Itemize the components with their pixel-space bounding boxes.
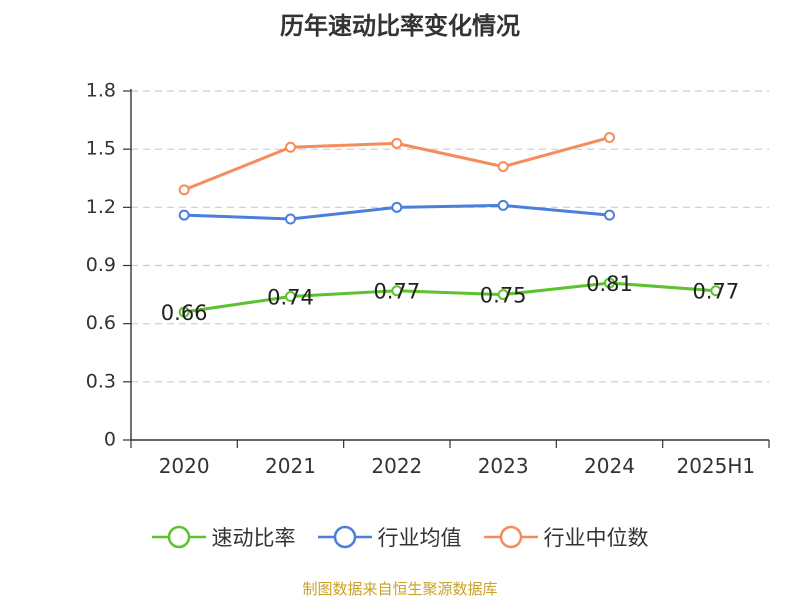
x-tick-label: 2020 (159, 454, 210, 478)
data-point (285, 141, 296, 153)
legend-item-quick-ratio[interactable]: 速动比率 (151, 522, 296, 552)
legend: 速动比率 行业均值 行业中位数 (0, 520, 800, 554)
data-point (178, 209, 190, 221)
legend-item-industry-mean[interactable]: 行业均值 (317, 522, 462, 552)
y-tick-label: 1.5 (86, 138, 116, 160)
data-point (604, 277, 615, 289)
data-label: 0.75 (480, 284, 527, 308)
legend-circle (499, 525, 522, 549)
y-tick-label: 1.2 (86, 196, 116, 218)
legend-label: 行业均值 (377, 526, 462, 550)
data-label: 0.77 (692, 280, 739, 304)
source-note: 制图数据来自恒生聚源数据库 (302, 580, 498, 598)
legend-label: 速动比率 (211, 526, 296, 550)
x-tick-label: 2021 (265, 454, 316, 478)
legend-label: 行业中位数 (543, 526, 649, 550)
data-label: 0.77 (373, 280, 420, 304)
data-point (391, 137, 403, 149)
data-label: 0.81 (586, 272, 633, 296)
data-point (391, 201, 403, 213)
y-tick-label: 0.3 (86, 370, 116, 392)
y-tick-label: 0.9 (86, 254, 116, 276)
data-point (285, 213, 296, 225)
legend-line-marker-icon (317, 525, 372, 549)
x-tick-label: 2023 (478, 454, 529, 478)
legend-line-marker-icon (151, 525, 206, 549)
data-point (497, 289, 509, 301)
legend-line-marker-icon (483, 525, 538, 549)
x-tick-label: 2025H1 (676, 454, 755, 478)
series-line (183, 281, 716, 314)
data-point (391, 285, 403, 297)
legend-circle (167, 525, 190, 549)
legend-item-industry-median[interactable]: 行业中位数 (483, 522, 649, 552)
data-point (285, 291, 296, 303)
data-point (604, 209, 615, 221)
x-tick-label: 2024 (584, 454, 635, 478)
data-point (178, 184, 190, 196)
y-tick-label: 0 (104, 429, 116, 451)
y-tick-label: 1.8 (86, 80, 116, 102)
chart-title: 历年速动比率变化情况 (280, 12, 520, 40)
legend-circle (333, 525, 356, 549)
data-point (497, 161, 509, 173)
y-tick-label: 0.6 (86, 312, 116, 334)
data-label: 0.66 (161, 301, 208, 325)
x-tick-label: 2022 (371, 454, 422, 478)
data-point (497, 199, 509, 211)
data-point (710, 285, 722, 297)
data-label: 0.74 (267, 286, 314, 310)
data-point (178, 306, 190, 318)
data-point (604, 132, 615, 144)
